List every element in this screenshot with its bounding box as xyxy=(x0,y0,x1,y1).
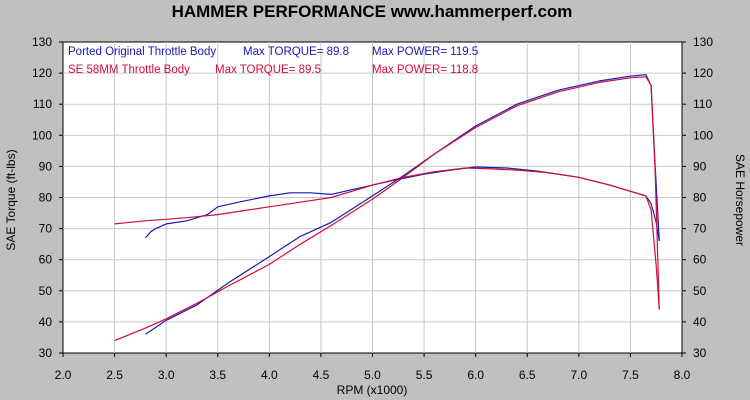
legend-run-2: SE 58MM Throttle Body xyxy=(68,64,190,76)
y-tick-label-left: 30 xyxy=(39,346,53,360)
y-tick-label-left: 50 xyxy=(39,284,53,298)
x-axis-ticks: 2.0 2.5 3.0 3.5 4.0 4.5 5.0 5.5 6.0 6.5 7.0 7.5 8.0 xyxy=(55,353,691,382)
y-tick-label-right: 120 xyxy=(693,66,713,80)
series-lines xyxy=(114,74,660,342)
y-tick-label-left: 70 xyxy=(39,222,53,236)
y-axis-left-label: SAE Torque (ft-lbs) xyxy=(4,149,18,250)
power-line-se-58mm-throttle-body xyxy=(114,76,660,342)
y-axis-left-ticks: 30 40 50 60 70 80 90 100 110 120 130 xyxy=(32,35,63,360)
y-tick-label-right: 50 xyxy=(693,284,707,298)
y-tick-label-right: 90 xyxy=(693,159,707,173)
y-tick-label-left: 40 xyxy=(39,315,53,329)
y-tick-label-left: 80 xyxy=(39,191,53,205)
legend: Ported Original Throttle Body Max TORQUE… xyxy=(68,46,478,76)
y-tick-label-right: 70 xyxy=(693,222,707,236)
x-tick-label: 7.0 xyxy=(570,368,587,382)
y-tick-label-right: 40 xyxy=(693,315,707,329)
y-tick-label-left: 130 xyxy=(32,35,52,49)
y-tick-label-right: 130 xyxy=(693,35,713,49)
y-tick-label-right: 60 xyxy=(693,253,707,267)
y-tick-label-left: 100 xyxy=(32,128,52,142)
y-tick-label-right: 80 xyxy=(693,191,707,205)
y-tick-label-right: 100 xyxy=(693,128,713,142)
x-tick-label: 5.5 xyxy=(416,368,433,382)
legend-torque-2: Max TORQUE= 89.5 xyxy=(215,64,321,76)
y-tick-label-right: 110 xyxy=(693,97,712,111)
y-axis-right-label: SAE Horsepower xyxy=(733,154,747,246)
x-tick-label: 6.0 xyxy=(467,368,484,382)
legend-power-1: Max POWER= 119.5 xyxy=(372,46,478,58)
legend-run-1: Ported Original Throttle Body xyxy=(68,46,216,58)
x-tick-label: 6.5 xyxy=(519,368,536,382)
x-tick-label: 3.0 xyxy=(158,368,175,382)
x-tick-label: 7.5 xyxy=(622,368,639,382)
y-tick-label-left: 120 xyxy=(32,66,52,80)
x-tick-label: 3.5 xyxy=(209,368,226,382)
x-tick-label: 2.0 xyxy=(55,368,72,382)
chart-title: HAMMER PERFORMANCE www.hammerperf.com xyxy=(172,2,573,21)
x-tick-label: 8.0 xyxy=(674,368,691,382)
legend-torque-1: Max TORQUE= 89.8 xyxy=(243,46,349,58)
x-axis-label: RPM (x1000) xyxy=(337,383,408,397)
y-tick-label-left: 110 xyxy=(33,97,52,111)
y-axis-right-ticks: 30 40 50 60 70 80 90 100 110 120 130 xyxy=(682,35,713,360)
y-tick-label-left: 90 xyxy=(39,159,53,173)
y-tick-label-right: 30 xyxy=(693,346,707,360)
y-tick-label-left: 60 xyxy=(39,253,53,267)
x-tick-label: 4.5 xyxy=(313,368,330,382)
grid-lines xyxy=(63,42,682,353)
x-tick-label: 2.5 xyxy=(106,368,123,382)
legend-power-2: Max POWER= 118.8 xyxy=(372,64,478,76)
x-tick-label: 5.0 xyxy=(364,368,381,382)
x-tick-label: 4.0 xyxy=(261,368,278,382)
torque-line-se-58mm-throttle-body xyxy=(114,167,660,310)
